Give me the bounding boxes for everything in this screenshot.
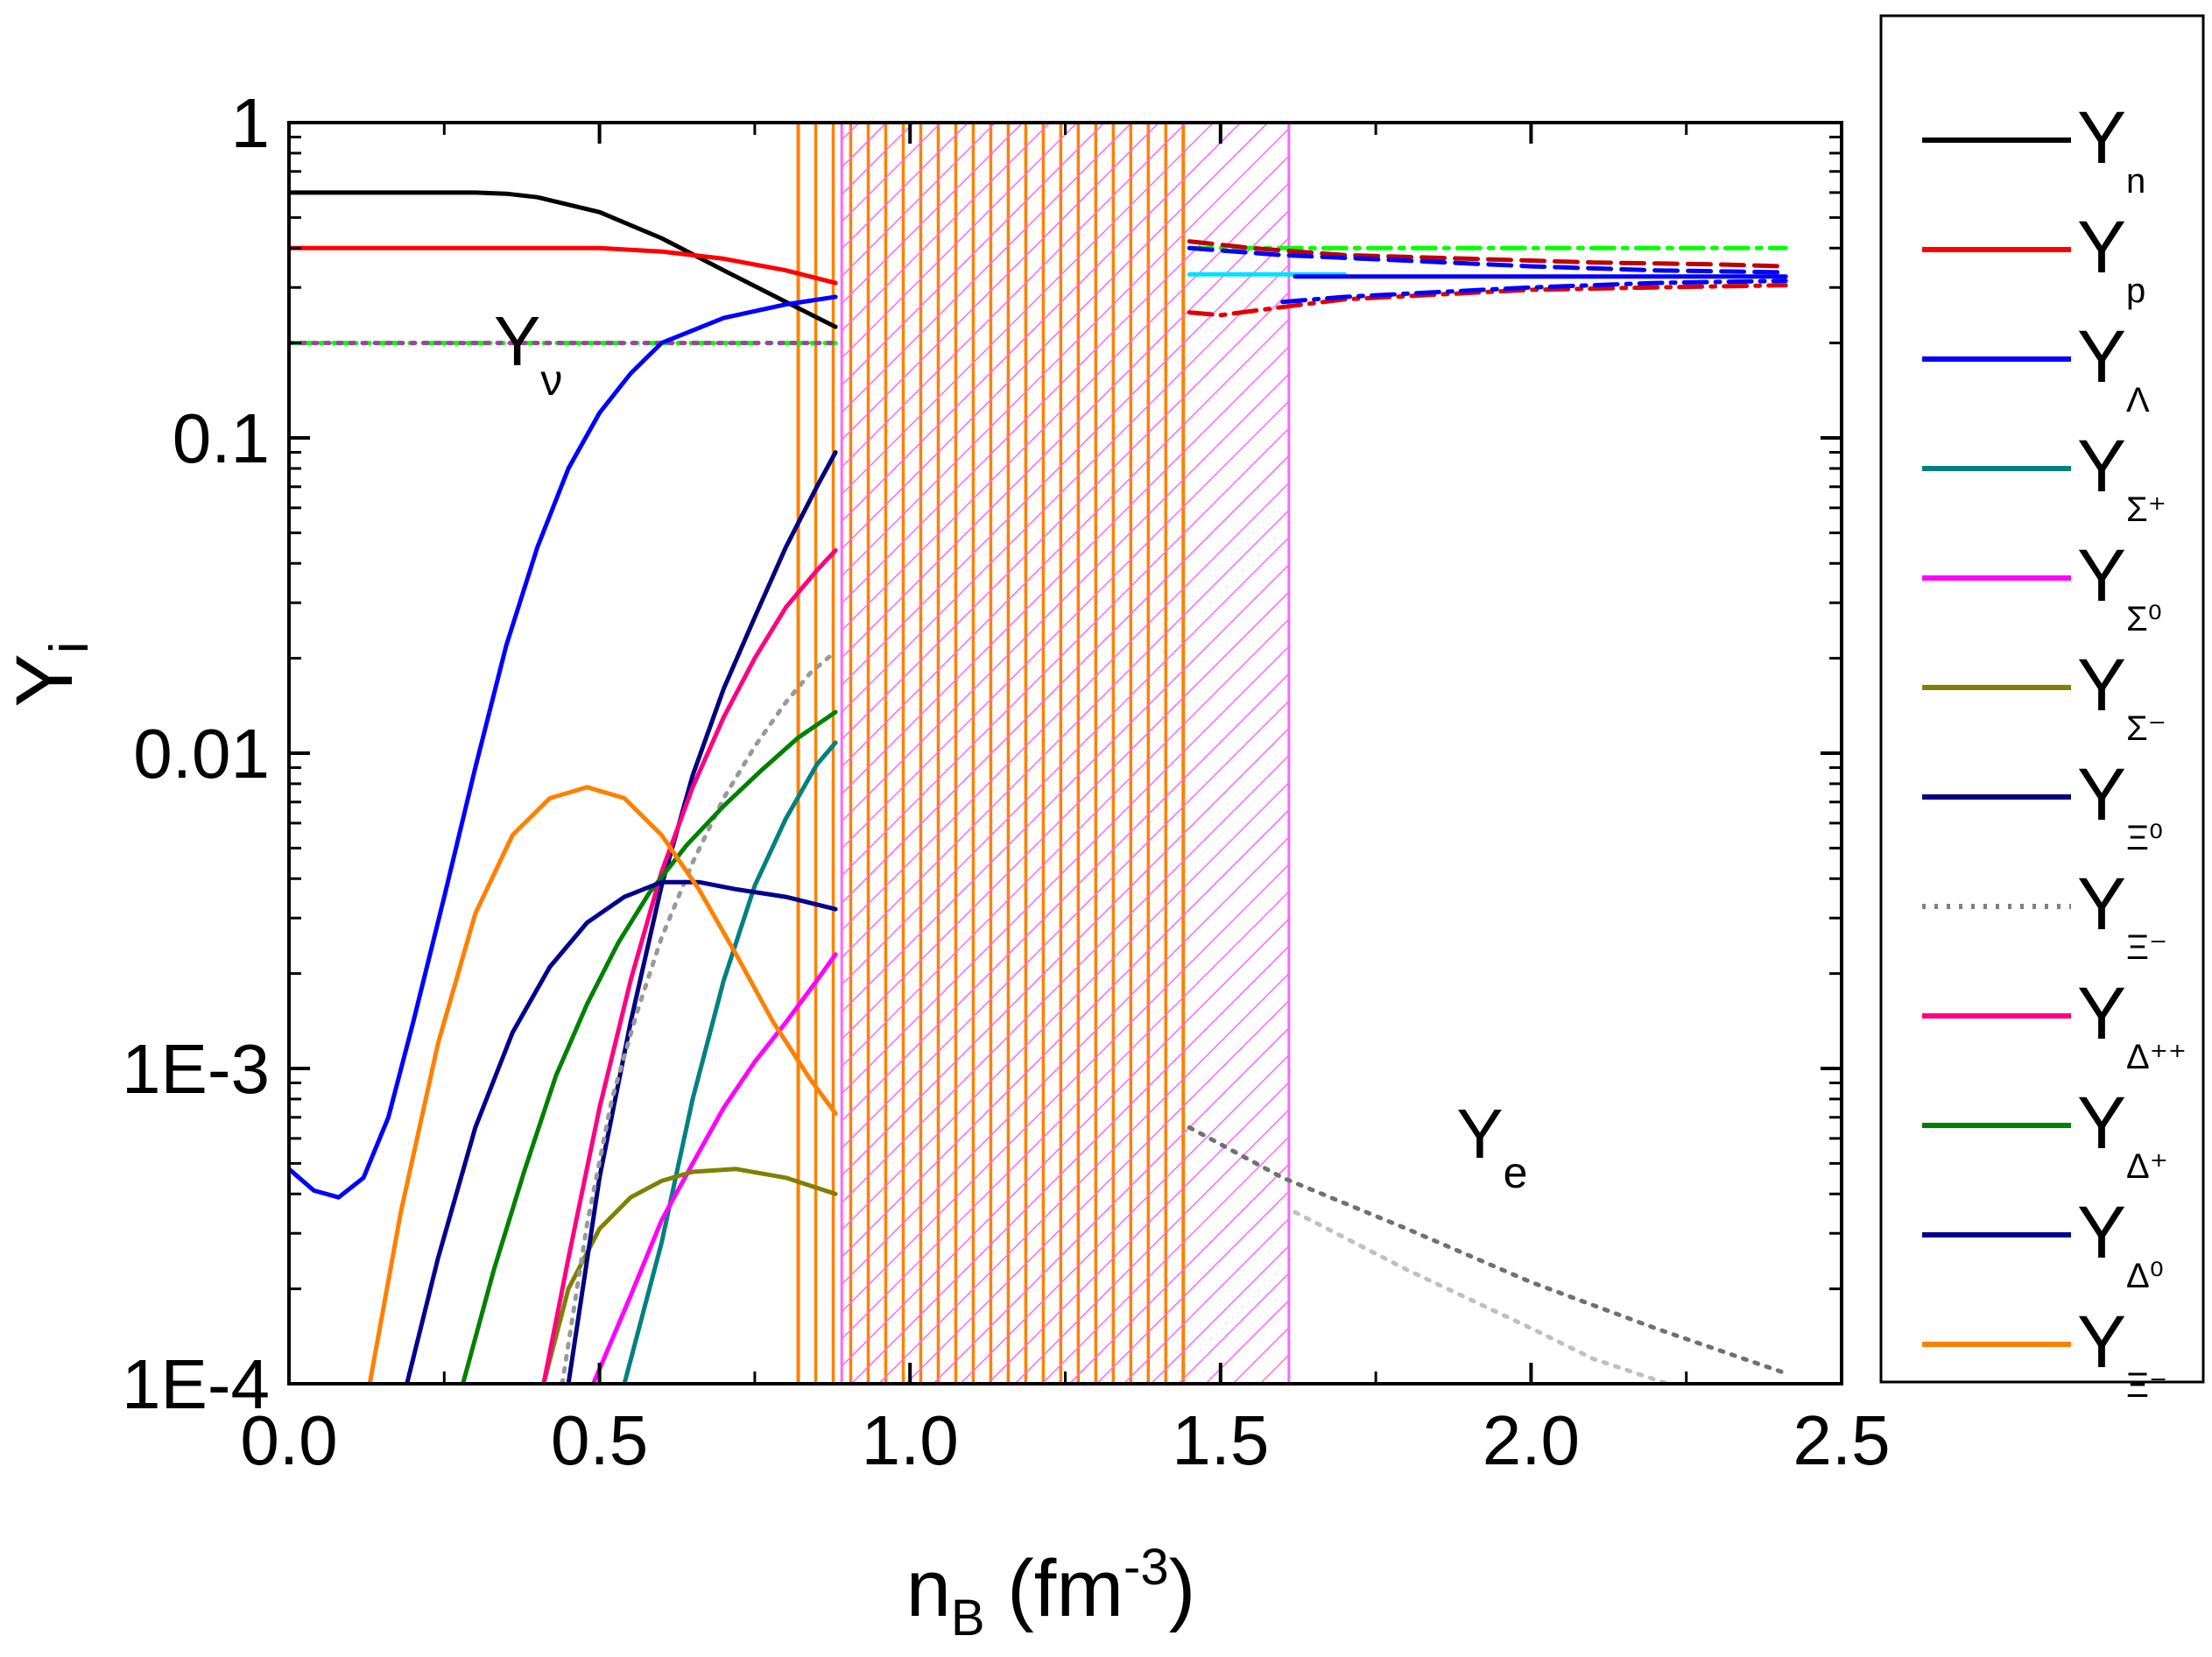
- x-tick-label: 0.5: [551, 1401, 648, 1479]
- legend-label: Yn: [2077, 96, 2145, 201]
- legend-entry: Yn: [1922, 96, 2145, 201]
- series-Y_Xi-: [367, 785, 838, 1384]
- tick-labels: 0.0 0.5 1.0 1.5 2.0 2.5 1 0.1 0.01 1E-3 1E-4: [122, 84, 1891, 1479]
- x-axis-title-units: (fm: [985, 1544, 1124, 1633]
- y-tick-label: 1E-4: [122, 1345, 270, 1423]
- y-axis-title: Yi: [0, 641, 100, 707]
- series-Y_n: [289, 190, 838, 329]
- svg-text:Yi: Yi: [0, 641, 100, 707]
- x-tick-label: 1.0: [862, 1401, 959, 1479]
- legend-entry: YΔ⁰: [1922, 1191, 2164, 1295]
- legend-entry: Yp: [1922, 206, 2145, 310]
- legend-entry: YΛ: [1922, 315, 2150, 420]
- x-tick-label: 2.0: [1483, 1401, 1580, 1479]
- series-hadronic-blue-dash: [1187, 245, 1788, 275]
- y-tick-label: 1: [231, 84, 271, 162]
- x-tick-label: 1.5: [1172, 1401, 1269, 1479]
- series-hadronic-red-dashdot: [1187, 283, 1788, 318]
- mixed-phase-regions: [796, 123, 1291, 1384]
- series-hadronic-darkred-dash: [1187, 239, 1788, 269]
- legend-entry: YΔ⁺: [1922, 1082, 2168, 1186]
- series-Y_p: [289, 245, 838, 286]
- axis-ticks: [287, 121, 1843, 1386]
- x-tick-label: 0.0: [240, 1401, 337, 1479]
- annotation-Ye: Ye: [1456, 1095, 1527, 1197]
- legend-entry: YΞ⁻: [1922, 1301, 2167, 1405]
- x-axis-title-close: ): [1169, 1544, 1196, 1633]
- annotation-Yν: Yν: [494, 302, 562, 405]
- legend-label: YΣ⁰: [2077, 534, 2162, 638]
- x-axis-title: nB (fm-3): [906, 1539, 1195, 1646]
- series-Y_Sigma-: [541, 1167, 838, 1384]
- series-Y_Delta0: [405, 879, 838, 1384]
- curve-annotations: Yν Ye: [494, 302, 1527, 1197]
- legend-entry: YΞ⁰: [1922, 753, 2163, 857]
- legend-entry: YΞ⁻: [1922, 863, 2167, 967]
- y-axis-title-main: Y: [0, 653, 89, 707]
- legend-label: YΞ⁻: [2077, 863, 2167, 967]
- mixed-phase-magenta: [840, 123, 1291, 1384]
- legend-label: YΔ⁰: [2077, 1191, 2164, 1295]
- legend-entry: YΣ⁻: [1922, 644, 2166, 748]
- legend-entry: YΣ⁰: [1922, 534, 2162, 638]
- series-Y_e-dark: [1187, 1125, 1788, 1376]
- series-Y_Sigma+: [622, 740, 838, 1384]
- legend-label: YΞ⁻: [2077, 1301, 2167, 1405]
- x-axis-title-sub: B: [951, 1590, 985, 1646]
- legend-entry: YΔ⁺⁺: [1922, 972, 2187, 1076]
- legend-box: [1879, 14, 2205, 1384]
- legend-label: YΞ⁰: [2077, 753, 2163, 857]
- series-layer: [289, 190, 1788, 1384]
- legend-label: YΔ⁺⁺: [2077, 972, 2187, 1076]
- legend-label: YΣ⁺: [2077, 425, 2166, 529]
- y-tick-label: 0.1: [173, 399, 270, 477]
- series-Y_Xi-dotted: [560, 649, 838, 1384]
- y-axis-title-sub: i: [39, 641, 100, 653]
- legend-label: YΔ⁺: [2077, 1082, 2168, 1186]
- series-Y_Lambda: [289, 294, 838, 1200]
- x-axis-title-main: n: [906, 1544, 951, 1633]
- series-Y_Xi0: [566, 450, 838, 1384]
- legend-entry: YΣ⁺: [1922, 425, 2166, 529]
- series-hadronic-blue-dashdot: [1280, 279, 1788, 305]
- y-tick-label: 1E-3: [122, 1030, 270, 1108]
- legend-label: Yp: [2077, 206, 2145, 310]
- x-tick-label: 2.5: [1793, 1401, 1890, 1479]
- y-tick-label: 0.01: [133, 715, 270, 793]
- series-Y_e-light: [1293, 1209, 1670, 1384]
- series-Y_Sigma0: [591, 952, 838, 1384]
- legend-label: YΛ: [2077, 315, 2150, 420]
- series-Y_Delta+: [461, 709, 838, 1384]
- series-Y_Delta++: [541, 547, 838, 1384]
- legend-label: YΣ⁻: [2077, 644, 2166, 748]
- x-axis-title-exp: -3: [1124, 1539, 1169, 1596]
